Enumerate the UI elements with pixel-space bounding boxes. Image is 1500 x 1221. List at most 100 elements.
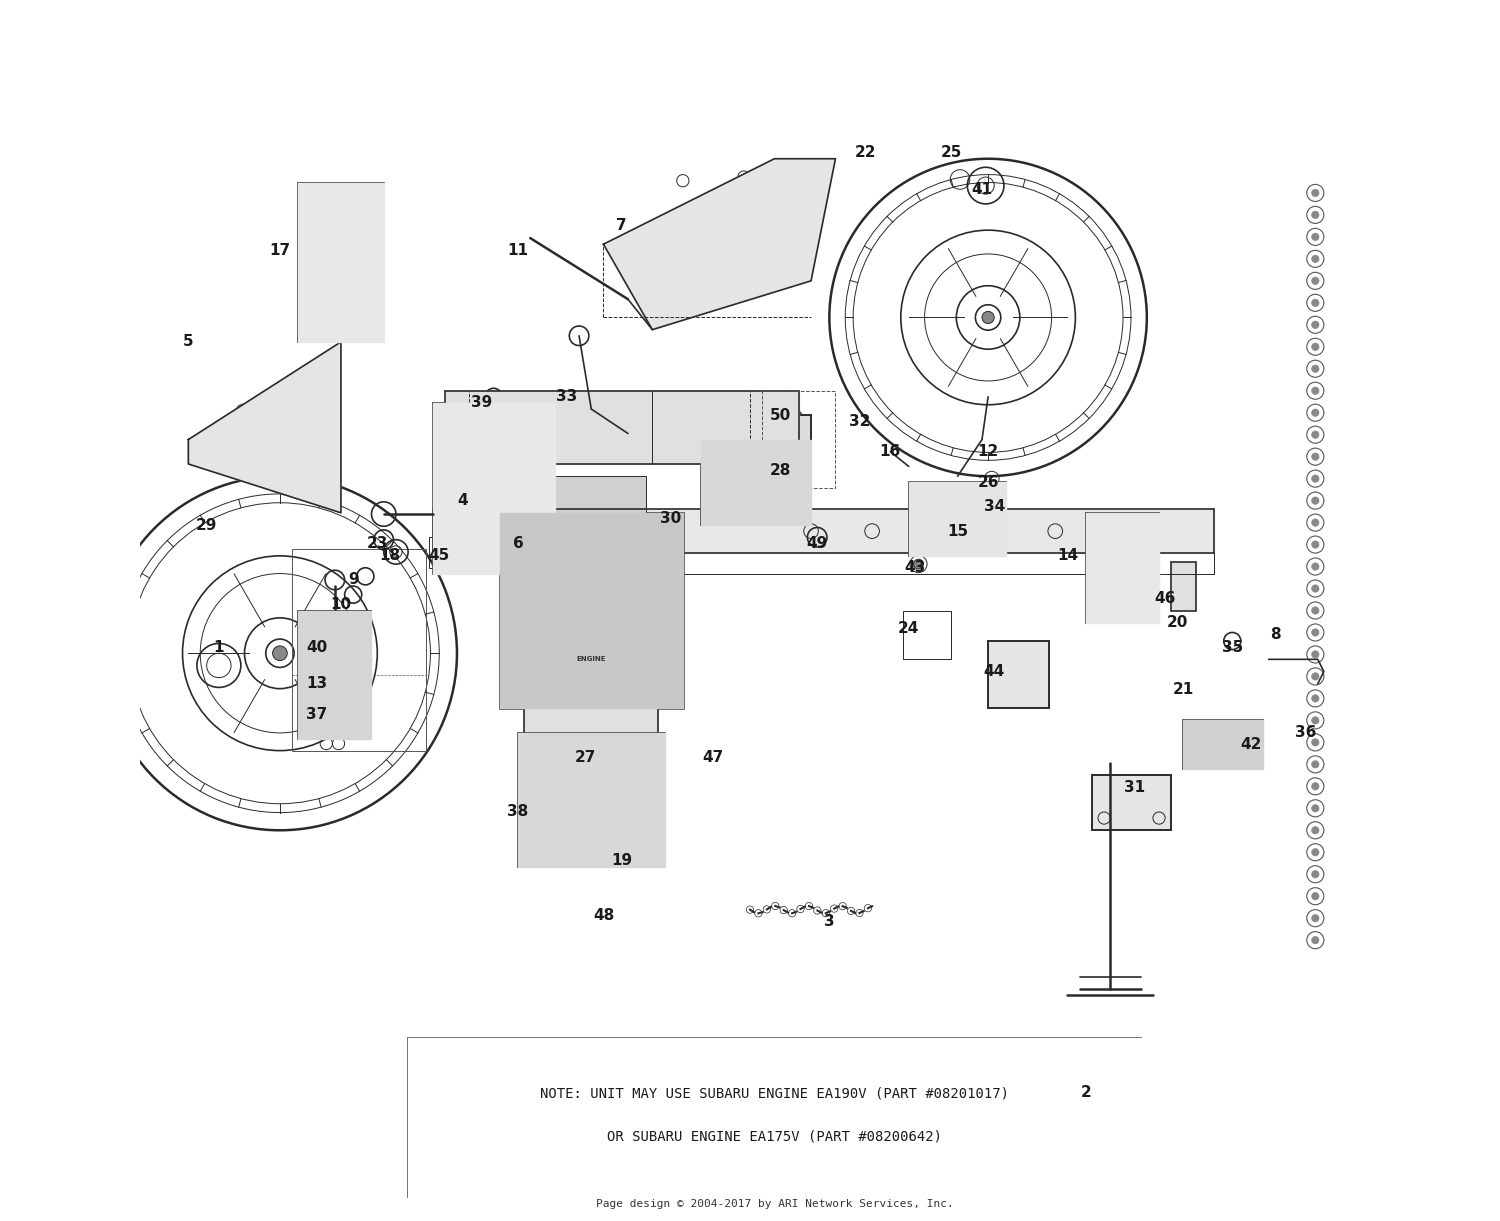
Text: 8: 8 — [1269, 628, 1281, 642]
Text: 26: 26 — [978, 475, 999, 490]
Circle shape — [1311, 849, 1318, 856]
Circle shape — [1311, 695, 1318, 702]
Circle shape — [273, 646, 286, 661]
Text: 3: 3 — [824, 915, 834, 929]
Text: 17: 17 — [270, 243, 291, 258]
Polygon shape — [603, 159, 836, 330]
Circle shape — [914, 559, 924, 569]
Text: 10: 10 — [330, 597, 351, 612]
Text: 37: 37 — [306, 707, 327, 722]
Text: 44: 44 — [984, 664, 1005, 679]
Text: 13: 13 — [306, 676, 327, 691]
FancyBboxPatch shape — [1172, 562, 1196, 610]
Circle shape — [1311, 299, 1318, 306]
Circle shape — [1311, 915, 1318, 922]
Text: 34: 34 — [984, 499, 1005, 514]
Text: NOTE: UNIT MAY USE SUBARU ENGINE EA190V (PART #08201017): NOTE: UNIT MAY USE SUBARU ENGINE EA190V … — [540, 1087, 1010, 1100]
Circle shape — [1311, 321, 1318, 328]
Circle shape — [490, 393, 498, 400]
Text: 28: 28 — [770, 463, 790, 477]
Text: 21: 21 — [1173, 683, 1194, 697]
Circle shape — [1311, 233, 1318, 241]
Circle shape — [1311, 937, 1318, 944]
Text: 18: 18 — [380, 548, 400, 563]
Circle shape — [1311, 629, 1318, 636]
Circle shape — [1311, 431, 1318, 438]
Circle shape — [1311, 585, 1318, 592]
Circle shape — [1311, 497, 1318, 504]
FancyBboxPatch shape — [768, 415, 812, 476]
Text: 27: 27 — [574, 750, 596, 764]
Circle shape — [1311, 805, 1318, 812]
Circle shape — [1311, 189, 1318, 197]
Circle shape — [1311, 783, 1318, 790]
Text: 50: 50 — [770, 408, 790, 422]
Text: 25: 25 — [940, 145, 962, 160]
Text: 39: 39 — [471, 396, 492, 410]
Circle shape — [982, 311, 994, 324]
Circle shape — [1311, 871, 1318, 878]
Circle shape — [1311, 343, 1318, 350]
Text: 11: 11 — [507, 243, 528, 258]
Text: 6: 6 — [513, 536, 523, 551]
Circle shape — [1311, 277, 1318, 284]
Circle shape — [1311, 365, 1318, 372]
Text: 16: 16 — [880, 444, 902, 459]
Circle shape — [1311, 541, 1318, 548]
Text: 5: 5 — [183, 335, 194, 349]
Circle shape — [1311, 761, 1318, 768]
Circle shape — [1311, 409, 1318, 416]
FancyBboxPatch shape — [988, 641, 1048, 708]
Circle shape — [1311, 475, 1318, 482]
Circle shape — [1311, 673, 1318, 680]
Text: 33: 33 — [556, 389, 578, 404]
Text: 12: 12 — [978, 444, 999, 459]
Text: 41: 41 — [972, 182, 993, 197]
Text: 19: 19 — [610, 853, 633, 868]
Circle shape — [1311, 651, 1318, 658]
Text: ENGINE: ENGINE — [576, 657, 606, 662]
Circle shape — [1311, 453, 1318, 460]
FancyBboxPatch shape — [1092, 775, 1172, 830]
Text: 24: 24 — [898, 621, 920, 636]
Text: 35: 35 — [1221, 640, 1244, 654]
Circle shape — [1311, 739, 1318, 746]
Text: 49: 49 — [807, 536, 828, 551]
Circle shape — [1311, 893, 1318, 900]
Circle shape — [1311, 211, 1318, 219]
Text: Page design © 2004-2017 by ARI Network Services, Inc.: Page design © 2004-2017 by ARI Network S… — [596, 1199, 954, 1209]
Text: 36: 36 — [1294, 725, 1316, 740]
Text: 32: 32 — [849, 414, 870, 429]
Circle shape — [582, 591, 602, 610]
Text: 14: 14 — [1058, 548, 1078, 563]
Text: OR SUBARU ENGINE EA175V (PART #08200642): OR SUBARU ENGINE EA175V (PART #08200642) — [608, 1129, 942, 1143]
Text: 15: 15 — [946, 524, 968, 538]
Text: 9: 9 — [348, 573, 358, 587]
Circle shape — [1311, 255, 1318, 263]
Text: 42: 42 — [1240, 737, 1262, 752]
Text: 45: 45 — [427, 548, 450, 563]
Text: 22: 22 — [855, 145, 876, 160]
Text: 47: 47 — [702, 750, 724, 764]
Text: 29: 29 — [196, 518, 217, 532]
Circle shape — [1311, 607, 1318, 614]
Text: 40: 40 — [306, 640, 327, 654]
Circle shape — [1311, 563, 1318, 570]
Text: 23: 23 — [368, 536, 388, 551]
Text: 7: 7 — [616, 219, 627, 233]
Text: 31: 31 — [1124, 780, 1144, 795]
Text: 38: 38 — [507, 805, 528, 819]
FancyBboxPatch shape — [537, 476, 646, 513]
Circle shape — [1311, 387, 1318, 394]
Text: 1: 1 — [213, 640, 223, 654]
Circle shape — [1311, 519, 1318, 526]
FancyBboxPatch shape — [524, 696, 658, 757]
Text: 2: 2 — [1080, 1085, 1090, 1100]
Polygon shape — [189, 342, 340, 513]
Circle shape — [1311, 827, 1318, 834]
Text: 4: 4 — [458, 493, 468, 508]
Text: 48: 48 — [592, 908, 613, 923]
Text: 30: 30 — [660, 512, 681, 526]
Text: 46: 46 — [1155, 591, 1176, 606]
Text: 43: 43 — [904, 560, 926, 575]
